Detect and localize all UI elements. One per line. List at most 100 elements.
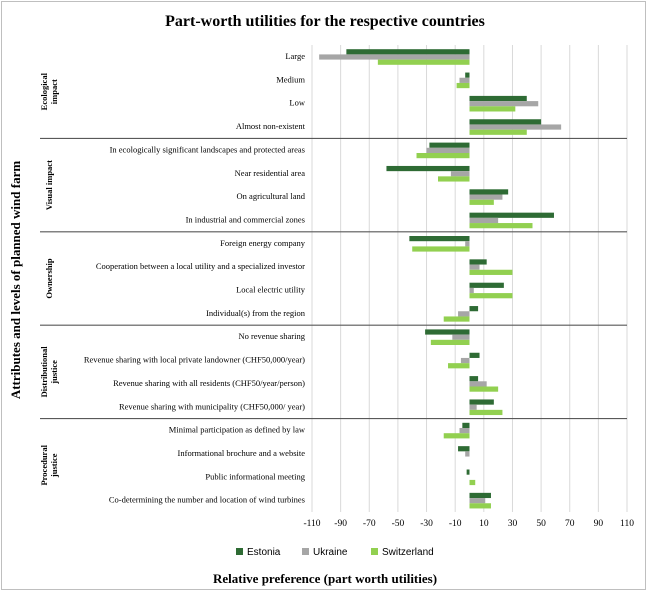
bar-estonia xyxy=(469,119,542,125)
bar-ukraine xyxy=(469,498,486,504)
bar-switzerland xyxy=(377,59,470,65)
x-tick-label: 10 xyxy=(479,519,489,529)
bar-estonia xyxy=(458,446,470,452)
group-label: Ecologicalimpact xyxy=(39,72,59,110)
bar-switzerland xyxy=(469,479,476,486)
legend-label: Switzerland xyxy=(382,547,434,558)
level-label: In ecologically significant landscapes a… xyxy=(110,144,305,154)
bar-ukraine xyxy=(459,428,470,434)
level-label: Medium xyxy=(276,74,305,84)
bar-ukraine xyxy=(469,381,487,387)
group-label-line: justice xyxy=(49,453,59,478)
level-label: In industrial and commercial zones xyxy=(186,214,305,224)
bar-switzerland xyxy=(469,269,513,275)
y-axis-title: Attributes and levels of planned wind fa… xyxy=(8,161,23,400)
bars xyxy=(319,49,562,509)
x-tick-label: -90 xyxy=(334,519,347,529)
bar-ukraine xyxy=(469,194,503,200)
bar-ukraine xyxy=(426,147,470,153)
bar-estonia xyxy=(425,329,470,335)
bar-switzerland xyxy=(412,246,470,252)
bar-ukraine xyxy=(469,404,477,410)
x-axis-title: Relative preference (part worth utilitie… xyxy=(213,571,437,586)
chart-title: Part-worth utilities for the respective … xyxy=(165,13,485,30)
bar-switzerland xyxy=(430,339,470,345)
bar-switzerland xyxy=(448,363,470,369)
x-tick-label: 90 xyxy=(594,519,604,529)
level-label: Near residential area xyxy=(235,168,306,178)
bar-ukraine xyxy=(469,264,480,270)
legend-label: Ukraine xyxy=(313,547,348,558)
bar-ukraine xyxy=(458,311,470,317)
bar-ukraine xyxy=(450,171,470,177)
level-label: Revenue sharing with all residents (CHF5… xyxy=(113,378,305,388)
x-tick-label: 30 xyxy=(508,519,518,529)
bar-estonia xyxy=(469,212,554,218)
level-label: Large xyxy=(285,51,305,61)
level-label: Public informational meeting xyxy=(205,471,305,481)
bar-switzerland xyxy=(416,153,470,159)
bar-ukraine xyxy=(319,54,470,60)
bar-ukraine xyxy=(469,217,499,224)
level-label: Revenue sharing with municipality (CHF50… xyxy=(119,401,305,411)
legend-swatch-ukraine xyxy=(302,548,309,555)
group-label: Distributionaljustice xyxy=(39,346,59,398)
x-axis-ticks: -110 -90 -70 -50 -30 -10 10 30 50 70 90 110 xyxy=(303,519,634,529)
x-tick-label: -110 xyxy=(303,519,320,529)
bar-switzerland xyxy=(469,386,499,392)
x-tick-label: 70 xyxy=(565,519,575,529)
group-label: Proceduraljustice xyxy=(39,444,59,485)
level-label: Minimal participation as defined by law xyxy=(169,425,306,435)
group-label: Visual impact xyxy=(44,160,54,210)
legend-swatch-estonia xyxy=(236,548,243,555)
bar-ukraine xyxy=(469,101,539,107)
group-label-line: Visual impact xyxy=(44,160,54,210)
bar-ukraine xyxy=(465,241,470,247)
category-labels: Ecologicalimpact Large Medium Low Almost non… xyxy=(39,51,306,505)
grid xyxy=(40,45,628,512)
legend-label: Estonia xyxy=(247,547,281,558)
group-label-line: justice xyxy=(49,360,59,385)
bar-ukraine xyxy=(469,287,474,294)
bar-ukraine xyxy=(469,124,562,130)
bar-estonia xyxy=(469,95,527,102)
bar-estonia xyxy=(469,306,479,312)
x-tick-label: -70 xyxy=(363,519,376,529)
group-label-line: Procedural xyxy=(39,444,49,485)
bar-switzerland xyxy=(469,503,491,509)
group-label-line: impact xyxy=(49,79,59,104)
level-label: Individual(s) from the region xyxy=(206,308,306,318)
x-tick-label: -10 xyxy=(449,519,462,529)
level-label: Informational brochure and a website xyxy=(178,448,306,458)
x-tick-label: 50 xyxy=(536,519,546,529)
group-label-line: Ecological xyxy=(39,72,49,110)
bar-estonia xyxy=(469,352,480,358)
level-label: Local electric utility xyxy=(236,285,306,295)
bar-estonia xyxy=(469,282,504,288)
group-label-line: Ownership xyxy=(44,258,54,298)
bar-estonia xyxy=(469,259,487,265)
bar-switzerland xyxy=(443,316,470,322)
bar-estonia xyxy=(462,422,470,428)
bar-switzerland xyxy=(469,223,533,229)
bar-switzerland xyxy=(469,293,513,299)
bar-estonia xyxy=(386,165,470,172)
bar-estonia xyxy=(429,142,470,148)
bar-ukraine xyxy=(459,77,470,83)
bar-ukraine xyxy=(465,451,470,457)
x-tick-label: 110 xyxy=(620,519,634,529)
bar-estonia xyxy=(409,236,470,242)
level-label: Co-determining the number and location o… xyxy=(109,495,305,505)
bar-estonia xyxy=(465,72,470,78)
x-tick-label: -30 xyxy=(420,519,433,529)
group-label: Ownership xyxy=(44,258,54,298)
bar-switzerland xyxy=(469,129,527,135)
bar-switzerland xyxy=(456,82,470,89)
level-label: Cooperation between a local utility and … xyxy=(96,261,305,271)
bar-ukraine xyxy=(452,334,470,340)
bar-switzerland xyxy=(438,176,470,182)
group-label-line: Distributional xyxy=(39,346,49,398)
bar-ukraine xyxy=(460,357,470,364)
bar-estonia xyxy=(466,469,470,475)
legend-swatch-switzerland xyxy=(371,548,378,555)
